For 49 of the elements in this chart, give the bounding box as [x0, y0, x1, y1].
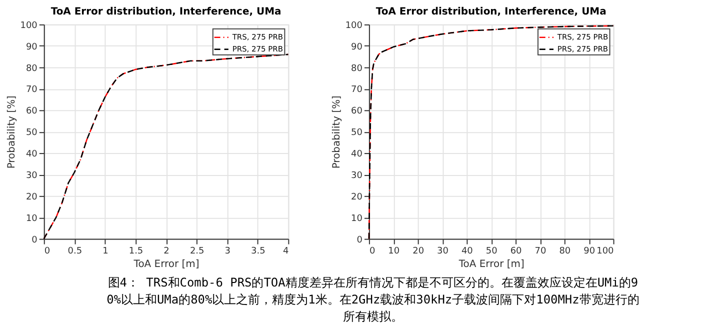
- y-tick-label: 60: [26, 106, 38, 117]
- y-tick-label: 50: [26, 128, 38, 138]
- x-tick-label: 3.5: [251, 246, 266, 256]
- y-tick-label: 10: [351, 214, 363, 224]
- x-tick-label: 0.5: [68, 246, 82, 256]
- x-tick-label: 3: [224, 246, 230, 256]
- y-tick-label: 0: [356, 235, 363, 246]
- x-tick-label: 2.5: [190, 246, 204, 256]
- y-tick-label: 90: [351, 42, 363, 52]
- x-tick-label: 2: [164, 246, 170, 256]
- y-tick-label: 100: [20, 20, 38, 31]
- y-tick-label: 70: [26, 85, 38, 96]
- y-tick-label: 30: [351, 170, 363, 181]
- y-tick-label: 20: [351, 192, 363, 202]
- x-tick-label: 100: [596, 246, 614, 256]
- y-tick-label: 100: [345, 20, 363, 31]
- x-tick-label: 20: [412, 246, 424, 256]
- y-tick-label: 70: [351, 85, 363, 96]
- x-tick-label: 4: [282, 246, 289, 256]
- chart-title: ToA Error distribution, Interference, UMa: [50, 6, 282, 18]
- y-axis-title: Probability [%]: [331, 95, 342, 169]
- x-tick-label: 90: [584, 246, 596, 256]
- x-tick-label: 1: [102, 246, 108, 256]
- y-tick-label: 60: [351, 106, 363, 117]
- caption: 图4： TRS和Comb-6 PRS的TOA精度差异在所有情况下都是不可区分的。在覆盖效应设定在UMi的90%以上和UMa的80%以上之前，精度为1米。在2GHz载波和30kHz子载波间隔下对100MHz带宽进行的所有模拟。: [106, 276, 640, 324]
- y-axis-title: Probability [%]: [6, 95, 18, 169]
- y-tick-label: 90: [26, 42, 38, 52]
- x-tick-label: 0: [44, 246, 50, 256]
- y-tick-label: 40: [351, 150, 363, 160]
- x-tick-label: 10: [388, 246, 400, 256]
- x-axis-title: ToA Error [m]: [458, 259, 524, 270]
- y-tick-label: 10: [26, 214, 38, 224]
- x-tick-label: 0: [369, 246, 376, 256]
- x-tick-label: 60: [510, 246, 522, 256]
- y-tick-label: 20: [26, 192, 38, 202]
- y-tick-label: 80: [26, 64, 38, 74]
- y-tick-label: 80: [351, 64, 363, 74]
- x-tick-label: 70: [534, 246, 546, 256]
- y-tick-label: 50: [351, 128, 363, 138]
- x-tick-label: 1.5: [128, 246, 144, 256]
- y-tick-label: 0: [32, 235, 38, 246]
- x-tick-label: 80: [559, 246, 571, 256]
- chart-title: ToA Error distribution, Interference, UMa: [376, 6, 606, 18]
- x-tick-label: 30: [437, 246, 449, 256]
- y-tick-label: 30: [26, 170, 38, 181]
- x-tick-label: 50: [486, 246, 498, 256]
- x-axis-title: ToA Error [m]: [132, 259, 200, 270]
- y-tick-label: 40: [26, 150, 38, 160]
- x-tick-label: 40: [461, 246, 474, 256]
